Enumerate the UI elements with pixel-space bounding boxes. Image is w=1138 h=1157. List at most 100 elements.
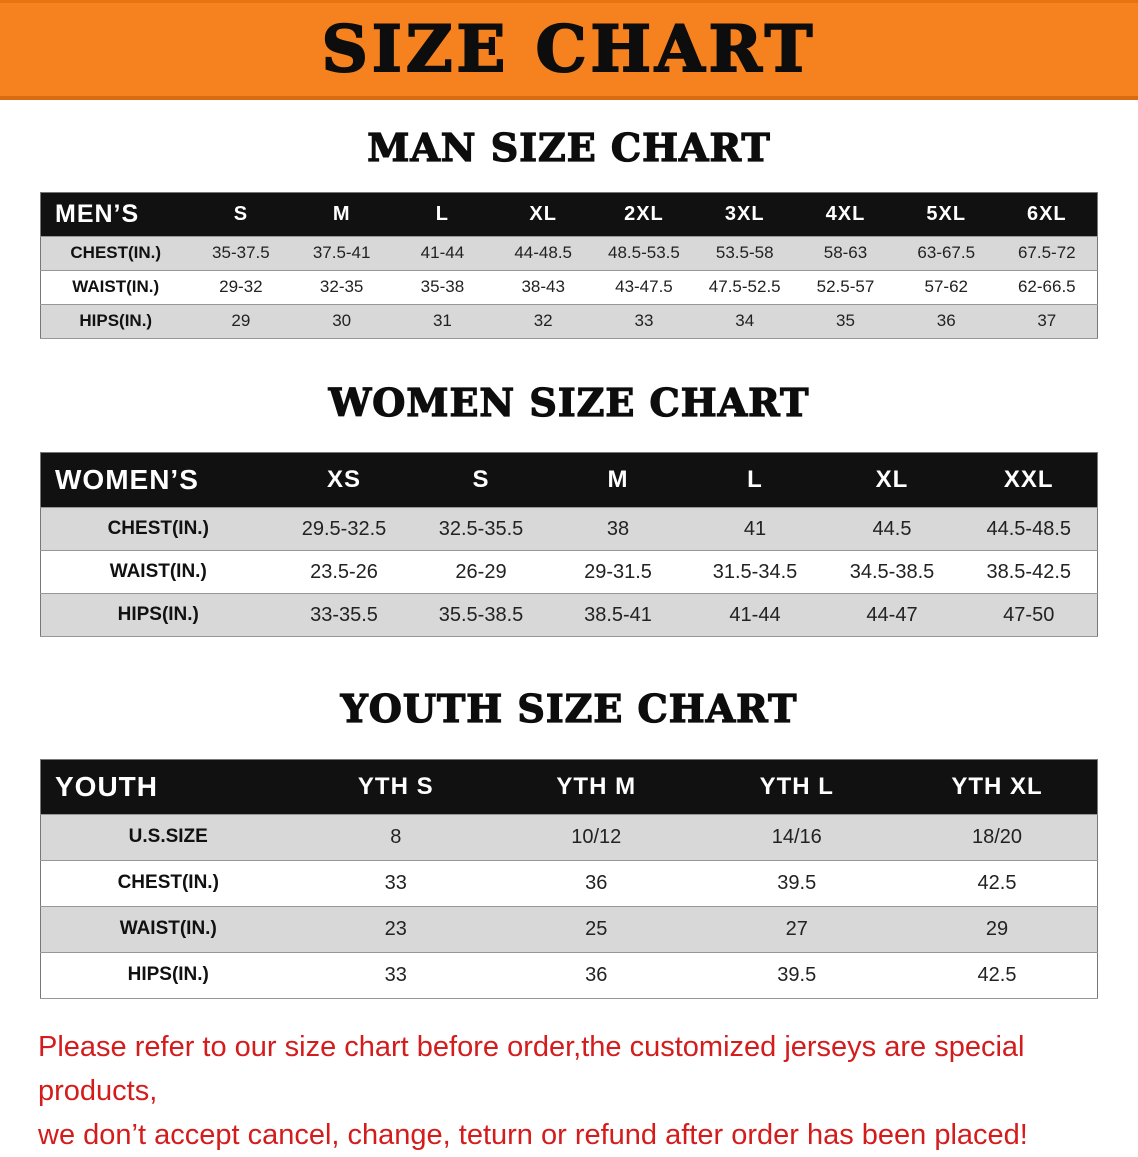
size-table-body: CHEST(IN.) 35-37.5 37.5-41 41-44 44-48.5 48.5… [40,236,1098,338]
youth-size-table: YOUTH YTH S YTH M YTH L YTH XL U.S.SIZE 8 10/12… [40,758,1098,999]
size-value-cell: 14/16 [771,825,822,848]
table-row: WAIST(IN.) 29-32 32-35 35-38 38-43 43-47.5 47.… [40,270,1098,304]
size-table-head: YOUTH YTH S YTH M YTH L YTH XL [40,759,1098,814]
size-value-cell: 31.5-34.5 [712,560,798,583]
size-value-cell: 57-62 [924,277,968,296]
size-value-cell: 44-47 [866,603,918,626]
row-label: U.S.SIZE [128,826,208,847]
size-value-cell: 47-50 [1003,603,1055,626]
row-label: HIPS(IN.) [127,964,209,985]
table-row: CHEST(IN.) 35-37.5 37.5-41 41-44 44-48.5 48.5… [40,236,1098,270]
row-label: WAIST(IN.) [109,561,207,582]
size-value-cell: 33 [384,963,407,986]
size-table-head: MEN’S S M L XL 2XL 3XL 4XL 5XL 6XL [40,192,1098,236]
size-value-cell: 38.5-42.5 [986,560,1071,583]
size-value-cell: 48.5-53.5 [608,243,680,262]
row-label: CHEST(IN.) [70,243,162,262]
table-row: WAIST(IN.) 23.5-26 26-29 29-31.5 31.5-34.5 34… [40,550,1098,594]
size-column-header: 4XL [825,202,866,225]
table-row: CHEST(IN.) 29.5-32.5 32.5-35.5 38 41 44.5 44.5… [40,507,1098,551]
size-value-cell: 25 [585,917,608,940]
size-value-cell: 37.5-41 [312,243,371,262]
size-value-cell: 38.5-41 [584,603,652,626]
size-value-cell: 62-66.5 [1017,277,1076,296]
row-label: WAIST(IN.) [72,277,160,296]
size-value-cell: 29 [985,917,1009,940]
size-column-header: 3XL [724,202,765,225]
size-value-cell: 39.5 [777,871,817,894]
size-value-cell: 52.5-57 [816,277,875,296]
women-size-table: WOMEN’S XS S M L XL XXL CHEST(IN.) 29.5-32.5 32.5… [40,452,1098,637]
size-value-cell: 36 [936,311,956,330]
banner-title: SIZE CHART [321,11,817,87]
size-value-cell: 63-67.5 [917,243,976,262]
size-value-cell: 26-29 [455,560,507,583]
disclaimer-text: Please refer to our size chart before or… [38,1025,1100,1157]
size-column-header: XL [529,202,557,225]
youth-size-section: YOUTH SIZE CHART YOUTH YTH S YTH M YTH L YTH… [0,685,1138,999]
table-row: WAIST(IN.) 23 25 27 29 [40,906,1098,952]
size-value-cell: 38-43 [521,277,565,296]
size-column-header: XS [326,466,361,493]
size-chart-banner: SIZE CHART [0,0,1138,100]
size-value-cell: 39.5 [777,963,817,986]
size-value-cell: 32 [533,311,553,330]
size-value-cell: 23.5-26 [310,560,378,583]
size-value-cell: 27 [785,917,808,940]
size-column-header: 6XL [1026,202,1067,225]
size-value-cell: 29-32 [219,277,263,296]
size-column-header: M [332,202,351,225]
size-value-cell: 29-31.5 [584,560,652,583]
size-value-cell: 44.5-48.5 [986,517,1071,540]
size-value-cell: 33-35.5 [310,603,378,626]
size-value-cell: 30 [332,311,352,330]
size-value-cell: 41-44 [729,603,781,626]
size-value-cell: 42.5 [977,871,1017,894]
men-size-table: MEN’S S M L XL 2XL 3XL 4XL 5XL 6XL CHEST(IN.) 35-37… [40,191,1098,339]
size-column-header: XL [875,466,909,493]
size-table: YOUTH YTH S YTH M YTH L YTH XL U.S.SIZE 8 10/12… [40,758,1098,999]
table-row: HIPS(IN.) 33-35.5 35.5-38.5 38.5-41 41-44 44-… [40,593,1098,637]
size-chart-content: MAN SIZE CHART MEN’S S M L XL 2XL 3XL 4XL 5XL 6XL… [0,124,1138,1157]
size-value-cell: 33 [634,311,654,330]
size-column-header: 2XL [624,202,664,225]
size-column-header: 5XL [926,202,967,225]
size-value-cell: 36 [585,963,608,986]
table-row: HIPS(IN.) 33 36 39.5 42.5 [40,952,1098,998]
size-value-cell: 67.5-72 [1017,243,1076,262]
size-column-header: L [747,466,763,493]
header-row: YOUTH YTH S YTH M YTH L YTH XL [40,759,1098,814]
men-section-heading: MAN SIZE CHART [367,124,771,170]
size-table-body: CHEST(IN.) 29.5-32.5 32.5-35.5 38 41 44.5 44.5… [40,507,1098,637]
size-column-header: YTH S [357,772,434,800]
row-label: HIPS(IN.) [79,311,153,330]
size-value-cell: 32.5-35.5 [438,517,524,540]
size-column-header: M [607,466,629,493]
table-row: CHEST(IN.) 33 36 39.5 42.5 [40,860,1098,906]
size-value-cell: 44-48.5 [514,243,573,262]
disclaimer-line-1: Please refer to our size chart before or… [38,1030,1025,1107]
size-value-cell: 35 [836,311,855,330]
size-value-cell: 32-35 [319,277,364,296]
size-value-cell: 43-47.5 [615,277,673,296]
size-value-cell: 18/20 [971,825,1023,848]
row-label: CHEST(IN.) [117,872,219,893]
header-row: MEN’S S M L XL 2XL 3XL 4XL 5XL 6XL [40,192,1098,236]
table-row: HIPS(IN.) 29 30 31 32 33 34 35 36 37 [40,304,1098,338]
size-value-cell: 35-37.5 [212,243,270,262]
size-value-cell: 53.5-58 [715,243,774,262]
row-label: CHEST(IN.) [107,518,209,539]
size-table: WOMEN’S XS S M L XL XXL CHEST(IN.) 29.5-32.5 32.5… [40,452,1098,637]
size-value-cell: 23 [384,917,407,940]
header-row: WOMEN’S XS S M L XL XXL [40,452,1098,508]
size-value-cell: 47.5-52.5 [708,277,781,296]
size-column-header: S [233,202,249,225]
size-value-cell: 38 [606,517,630,540]
size-value-cell: 29.5-32.5 [301,517,387,540]
size-column-header: YTH L [759,772,834,800]
men-size-section: MAN SIZE CHART MEN’S S M L XL 2XL 3XL 4XL 5XL 6XL… [0,124,1138,339]
size-column-header: S [472,466,490,493]
youth-section-heading: YOUTH SIZE CHART [340,685,798,731]
women-section-heading: WOMEN SIZE CHART [328,379,810,425]
size-column-header: L [435,202,450,225]
